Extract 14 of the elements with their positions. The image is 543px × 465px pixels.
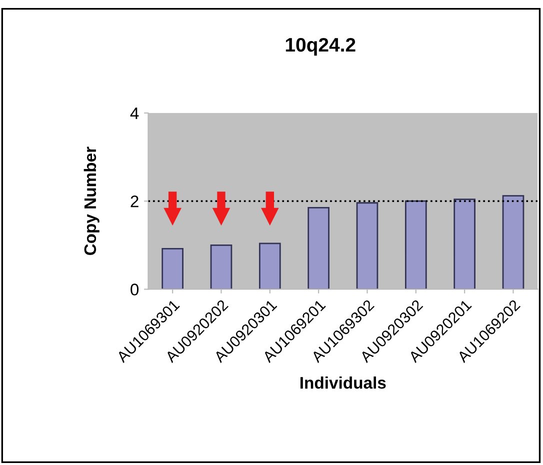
bar <box>258 242 281 290</box>
x-axis-title: Individuals <box>300 376 386 389</box>
bar <box>454 198 476 290</box>
chart-title: 10q24.2 <box>286 38 356 56</box>
bar <box>502 195 524 290</box>
y-tick-label: 4 <box>130 108 139 120</box>
y-tick-label: 2 <box>130 196 138 208</box>
bar <box>356 202 378 290</box>
y-axis-title: Copy Number <box>84 146 100 256</box>
bar <box>308 207 330 290</box>
y-tick-label: 0 <box>130 284 139 296</box>
bar <box>162 248 184 290</box>
bar <box>210 244 232 290</box>
bar <box>404 200 427 290</box>
